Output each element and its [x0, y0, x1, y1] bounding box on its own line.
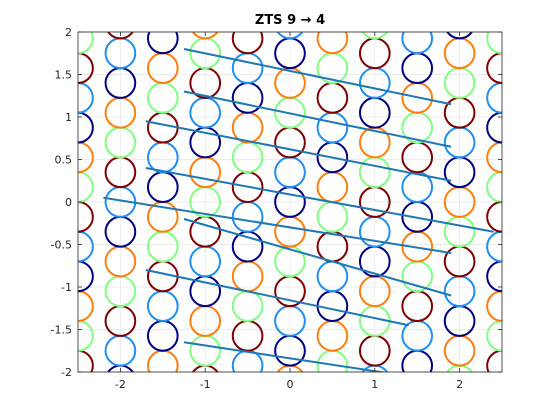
lattice-circle: [276, 32, 304, 40]
x-tick-label: 1: [371, 378, 378, 391]
diagonal-line: [183, 341, 388, 372]
lattice-circle: [78, 32, 94, 55]
y-tick-label: 0.5: [55, 154, 73, 167]
diagonal-line: [183, 218, 452, 297]
lattice-circle: [78, 111, 94, 144]
lattice-circle: [78, 320, 94, 352]
lattice-circle: [78, 349, 94, 372]
plot-marks: [78, 32, 502, 372]
y-tick-label: -1: [61, 281, 72, 294]
lattice-circle: [78, 141, 94, 174]
lattice-circle: [486, 111, 502, 144]
lattice-circle: [231, 32, 264, 55]
lattice-circle: [486, 260, 502, 293]
lattice-circle: [78, 260, 94, 293]
lattice-circle: [486, 82, 502, 114]
lattice-circle: [146, 32, 179, 55]
lattice-circle: [486, 141, 502, 174]
lattice-circle: [486, 290, 502, 322]
diagonal-line: [145, 167, 494, 233]
lattice-circle: [78, 82, 94, 114]
diagonal-line: [145, 269, 409, 327]
diagonal-line: [145, 120, 452, 182]
lattice-circle: [446, 32, 473, 40]
lattice-circle: [191, 32, 219, 40]
lattice-circle: [78, 230, 94, 263]
y-tick-label: -0.5: [51, 239, 72, 252]
lattice-circle: [107, 32, 134, 40]
lattice-circle: [78, 290, 94, 322]
diagonal-line: [103, 196, 452, 254]
diagonal-line: [183, 48, 452, 106]
lattice-circle: [78, 201, 94, 233]
lattice-circle: [78, 52, 94, 84]
lattice-circle: [486, 320, 502, 352]
x-tick-label: -1: [200, 378, 211, 391]
y-tick-label: 0: [65, 196, 72, 209]
diagonal-line: [183, 90, 452, 148]
y-tick-label: -2: [61, 366, 72, 379]
y-tick-label: 2: [65, 26, 72, 39]
y-tick-label: 1: [65, 111, 72, 124]
lattice-circle: [486, 349, 502, 372]
x-tick-label: 2: [456, 378, 463, 391]
lattice-circle: [486, 32, 502, 55]
lattice-circle: [78, 171, 94, 203]
x-tick-label: -2: [115, 378, 126, 391]
lattice-circle: [401, 32, 434, 55]
chart-title: ZTS 9 → 4: [255, 13, 325, 28]
axis-ticks: -2 -1 0 1 2 -2 -1.5 -1 -0.5 0 0.5 1 1.5 2: [51, 26, 502, 391]
lattice-circle: [486, 171, 502, 203]
y-tick-label: 1.5: [55, 69, 73, 82]
lattice-circle: [486, 52, 502, 84]
lattice-circle: [486, 230, 502, 263]
y-tick-label: -1.5: [51, 324, 72, 337]
lattice-circle: [316, 32, 349, 55]
lattice-circle: [486, 201, 502, 233]
lattice-circle: [361, 32, 389, 40]
x-tick-label: 0: [287, 378, 294, 391]
